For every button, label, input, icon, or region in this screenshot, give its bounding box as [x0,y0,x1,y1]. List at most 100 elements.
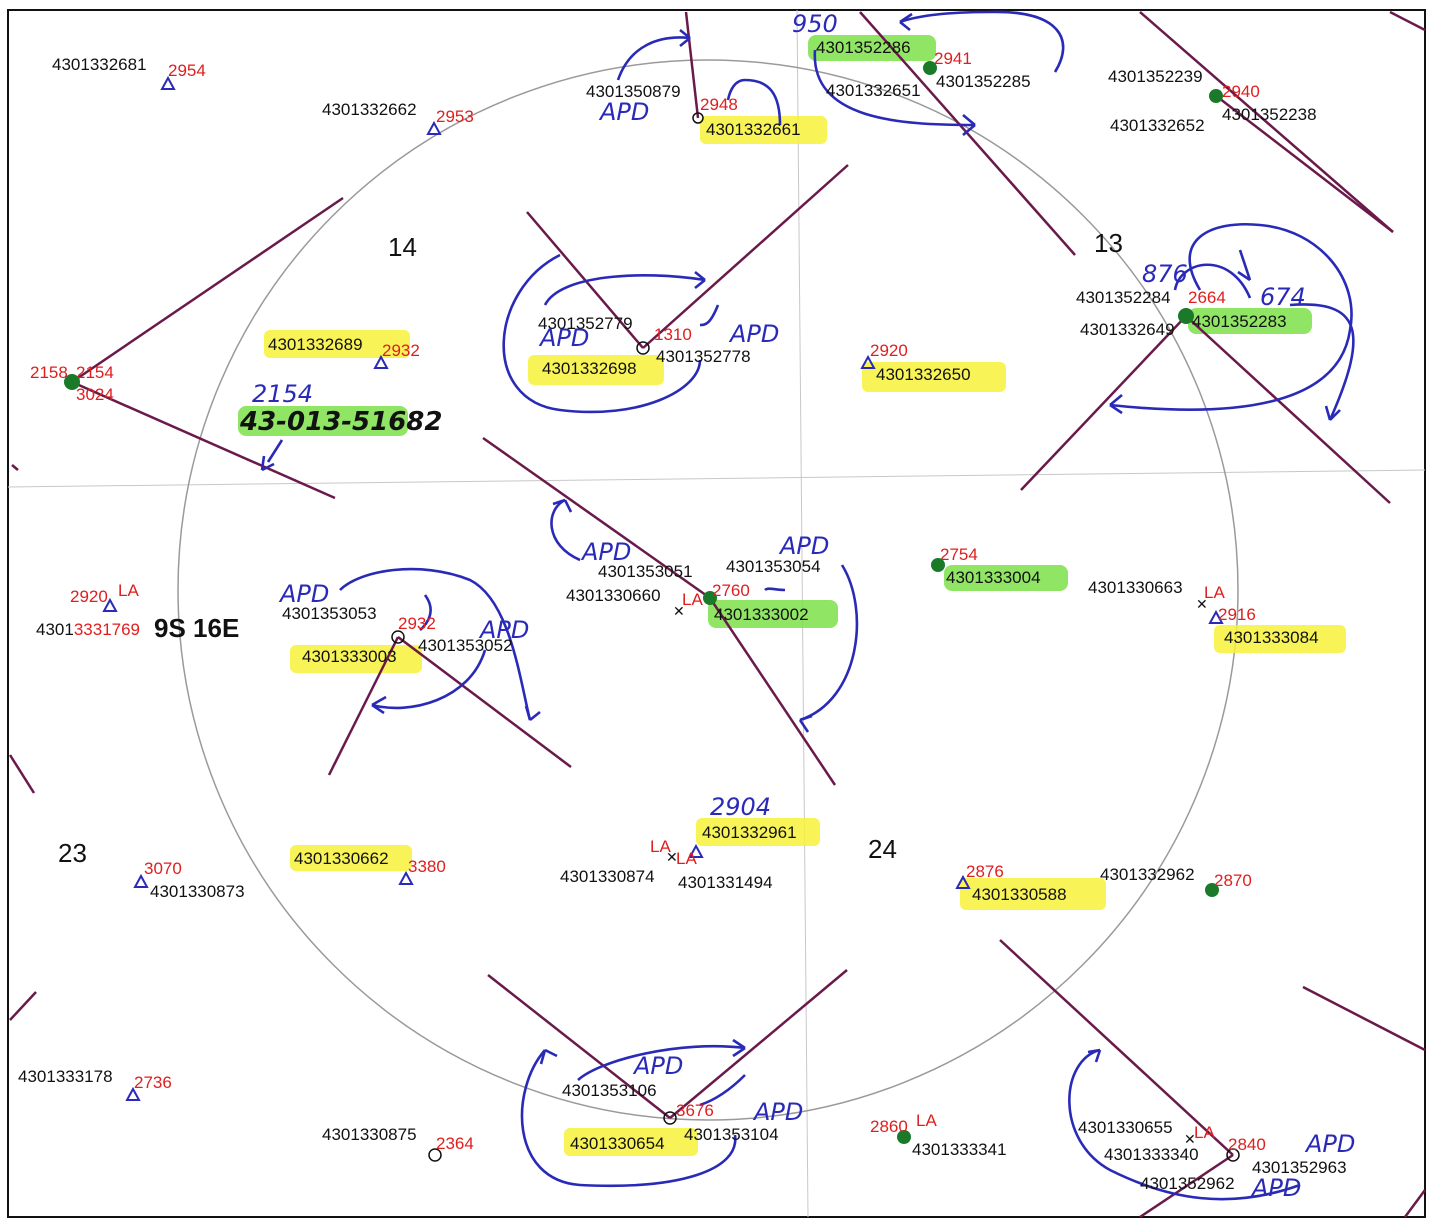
api-label: 4301353054 [726,557,821,576]
well-triangle-icon [688,843,704,858]
well-number: 2760 [712,581,750,600]
well-number: 2948 [700,95,738,114]
handwritten-note: APD [632,1052,683,1080]
api-label: 4301330873 [150,882,245,901]
well-number: 2920 [70,587,108,606]
well-number: 2932 [382,341,420,360]
api-label: 4301332681 [52,55,147,74]
well-symbols: ✕ ✕ ✕ ✕ [64,61,1240,1162]
api-label: 4301333002 [714,605,809,624]
producing-well-icon [703,591,717,605]
well-triangle-icon [398,870,414,885]
well-number: 3380 [408,857,446,876]
handwritten-note: APD [538,324,589,352]
api-label: 4301330660 [566,586,661,605]
handwritten-note: APD [580,538,631,566]
api-label: 4301330874 [560,867,655,886]
handwritten-note: 2904 [710,793,771,821]
well-number: 2932 [398,614,436,633]
handwritten-note: APD [598,98,649,126]
well-triangle-icon [125,1086,141,1101]
well-number: 1310 [654,325,692,344]
hand-arrows [260,10,1355,1201]
well-number: 2158 [30,363,68,382]
target-well-icon [1226,1148,1240,1162]
well-triangle-icon [426,120,442,135]
well-triangle-icon [1208,609,1224,624]
plugged-well-icon: ✕ [666,849,678,865]
well-number: 2953 [436,107,474,126]
well-triangle-icon [160,75,176,90]
api-label: 4301353053 [282,604,377,623]
api-label: 4301333003 [302,647,397,666]
target-well-icon [692,112,704,124]
directional-lines [8,10,1427,1219]
handwritten-note: APD [1250,1174,1301,1202]
producing-well-icon [897,1130,911,1144]
target-well-icon [663,1111,677,1125]
well-triangle-icon [133,873,149,888]
well-triangle-icon [373,354,389,369]
section-line-horizontal [7,469,1426,488]
handwritten-note: APD [1304,1130,1355,1158]
section-13: 13 [1094,228,1123,258]
target-well-icon [391,630,405,644]
well-number: 2840 [1228,1135,1266,1154]
api-label: 4301330875 [322,1125,417,1144]
producing-well-icon [931,558,945,572]
well-triangle-icon [102,597,118,612]
section-24: 24 [868,834,897,864]
well-number: 2664 [1188,288,1226,307]
producing-well-icon [923,61,937,75]
producing-well-icon [1205,883,1219,897]
api-label: 4301352779 [538,314,633,333]
well-number: 2940 [1222,82,1260,101]
well-triangle-icon [955,874,971,889]
api-label: 4301353052 [418,636,513,655]
well-triangle-icon [860,354,876,369]
handwritten-note: 43-013-51682 [239,407,443,437]
api-label: 4301332662 [322,100,417,119]
api-label: 4301333084 [1224,628,1319,647]
la-label: LA [676,849,697,868]
well-number: 2916 [1218,605,1256,624]
la-label: LA [916,1111,937,1130]
target-well-icon [636,341,650,355]
township-label: 9S 16E [154,613,239,643]
api-label: 4301352962 [1140,1174,1235,1193]
la-label: LA [118,581,139,600]
map-frame [7,9,1426,1218]
api-label: 4301352239 [1108,67,1203,86]
api-label: 4301332661 [706,120,801,139]
api-label: 4301330662 [294,849,389,868]
plugged-well-icon: ✕ [673,603,685,619]
well-number: 2736 [134,1073,172,1092]
plugged-well-icon: ✕ [1196,596,1208,612]
well-number: 2860 [870,1117,908,1136]
well-number: 2754 [940,545,978,564]
api-label: 4301353104 [684,1125,779,1144]
api-label: 4301332961 [702,823,797,842]
handwritten-note: 876 [1142,260,1188,288]
api-label: 4301352285 [936,72,1031,91]
handwritten-note: 2154 [252,380,313,408]
handwritten-note: 950 [792,10,838,38]
plugged-well-icon: ✕ [1184,1131,1196,1147]
api-label: 4301352286 [816,38,911,57]
well-number: 3024 [76,385,114,404]
handwritten-note: APD [728,320,779,348]
api-label: 4301332652 [1110,116,1205,135]
api-label: 4301333340 [1104,1145,1199,1164]
well-number: 2154 [76,363,114,382]
handwritten-note: APD [752,1098,803,1126]
api-label: 4301331494 [678,873,773,892]
handwritten-note: 674 [1260,283,1306,311]
api-label: 4301352238 [1222,105,1317,124]
well-labels: 4301332681 2954 4301332662 2953 43013508… [18,10,1355,1202]
api-label: 4301332649 [1080,320,1175,339]
well-number: 2954 [168,61,206,80]
api-label: 4301352778 [656,347,751,366]
well-number: 2941 [934,49,972,68]
handwritten-note: APD [478,616,529,644]
